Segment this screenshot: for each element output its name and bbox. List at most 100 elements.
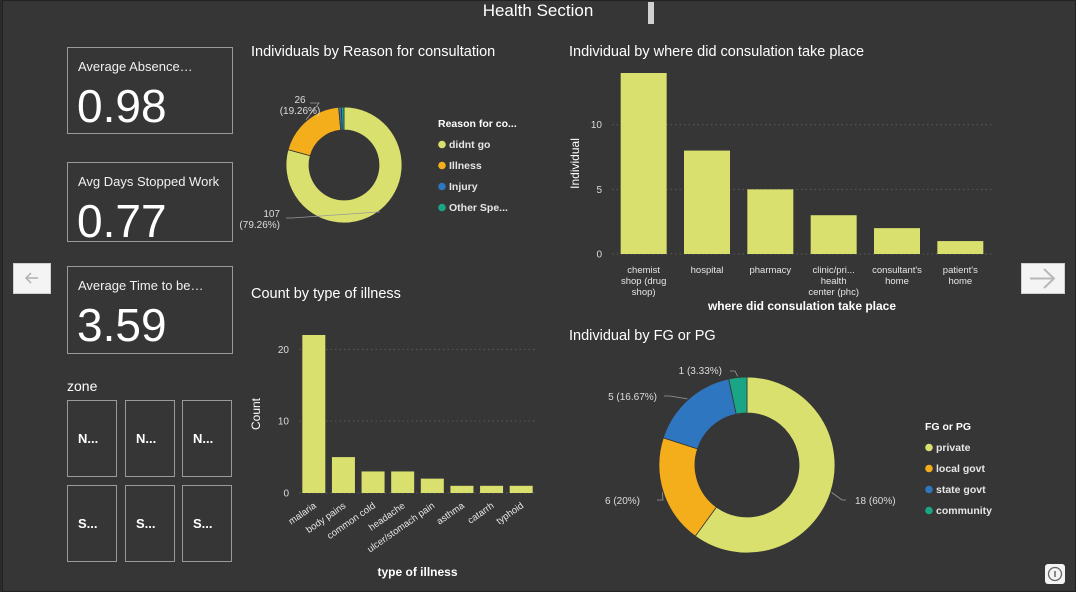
legend-marker: [438, 203, 446, 212]
y-tick-label: 10: [278, 417, 290, 428]
kpi-label: Avg Days Stopped Work: [78, 174, 220, 189]
donut-slice[interactable]: [694, 376, 836, 554]
x-axis-title: where did consulation take place: [707, 299, 896, 313]
kpi-card-avg-days-stopped-work[interactable]: Avg Days Stopped Work 0.77: [67, 162, 233, 242]
kpi-value: 0.77: [77, 195, 167, 242]
label-leader-line: [730, 370, 739, 377]
y-tick-label: 0: [283, 489, 289, 500]
donut-slice[interactable]: [728, 376, 748, 415]
bar[interactable]: [684, 150, 730, 254]
kpi-card-average-time[interactable]: Average Time to be… 3.59: [67, 266, 233, 354]
x-tick-label: patient's: [943, 265, 978, 276]
zone-slicer-title: zone: [67, 378, 98, 394]
donut-slice[interactable]: [285, 106, 403, 224]
reason-chart-title: Individuals by Reason for consultation: [251, 44, 496, 60]
bar[interactable]: [747, 189, 794, 254]
legend-marker: [925, 485, 933, 494]
kpi-label: Average Time to be…: [78, 278, 204, 293]
x-tick-label: center (phc): [808, 287, 859, 298]
x-tick-label: catarrh: [466, 500, 497, 526]
x-tick-label: home: [948, 276, 972, 287]
fgpg-chart-title: Individual by FG or PG: [569, 328, 716, 344]
zone-tile-label: N...: [193, 431, 214, 446]
label-leader-line: [305, 102, 320, 121]
zone-tile[interactable]: S...: [125, 485, 175, 562]
zone-tile-label: N...: [78, 431, 99, 446]
fgpg-donut-chart[interactable]: 18 (60%) 6 (20%) 5 (16.67%) 1 (3.33%) FG or …: [560, 350, 1040, 580]
legend-item: local govt: [936, 463, 986, 475]
illness-chart-title: Count by type of illness: [251, 286, 401, 302]
y-tick-label: 10: [591, 120, 603, 131]
reason-donut-chart[interactable]: 107(79.26%) 26(19.26%) Reason for co... did…: [240, 80, 540, 240]
bar[interactable]: [810, 215, 857, 254]
page-title: Health Section: [482, 1, 594, 20]
bar[interactable]: [331, 457, 355, 493]
x-tick-label: consultant's: [872, 265, 922, 276]
bar[interactable]: [620, 73, 667, 254]
data-label: (79.26%): [240, 220, 280, 231]
bar[interactable]: [420, 478, 444, 493]
bar[interactable]: [302, 335, 326, 493]
bar[interactable]: [361, 471, 385, 493]
x-tick-label: shop (drug: [621, 276, 666, 287]
info-icon: [1047, 566, 1063, 582]
info-button[interactable]: [1045, 564, 1065, 584]
zone-tile-label: S...: [193, 516, 213, 531]
label-leader-line: [286, 211, 380, 219]
label-leader-line: [657, 492, 664, 501]
x-tick-label: pharmacy: [749, 265, 791, 276]
donut-slice[interactable]: [340, 106, 345, 131]
zone-tile-label: N...: [136, 431, 157, 446]
legend-item: Other Spe...: [449, 202, 508, 214]
donut-slice[interactable]: [662, 378, 737, 450]
bar[interactable]: [937, 241, 984, 254]
legend-marker: [438, 182, 446, 191]
bar[interactable]: [874, 228, 920, 254]
zone-tile-label: S...: [136, 516, 156, 531]
bar[interactable]: [450, 485, 474, 493]
zone-tile-label: S...: [78, 516, 98, 531]
zone-tile[interactable]: N...: [67, 400, 117, 477]
text-cursor: [648, 2, 654, 24]
x-tick-label: clinic/pri...: [813, 265, 855, 276]
next-page-button[interactable]: [1021, 263, 1065, 294]
y-axis-title: Individual: [568, 138, 582, 189]
data-label: (19.26%): [280, 106, 321, 117]
x-axis-title: type of illness: [377, 565, 457, 579]
previous-page-button[interactable]: [13, 263, 51, 294]
kpi-value: 3.59: [77, 299, 167, 351]
x-tick-label: shop): [632, 287, 656, 298]
x-tick-label: health: [821, 276, 847, 287]
legend-title: Reason for co...: [438, 118, 517, 130]
zone-tile[interactable]: S...: [182, 485, 232, 562]
x-tick-label: asthma: [435, 500, 467, 527]
arrow-right-icon: [1030, 268, 1056, 289]
kpi-label: Average Absence…: [78, 59, 193, 74]
legend-marker: [925, 506, 933, 515]
x-tick-label: hospital: [691, 265, 724, 276]
legend-item: community: [936, 505, 992, 517]
kpi-card-average-absence[interactable]: Average Absence… 0.98: [67, 47, 233, 134]
y-tick-label: 20: [278, 345, 290, 356]
legend-marker: [438, 140, 446, 149]
x-tick-label: typhoid: [494, 500, 525, 527]
y-tick-label: 5: [596, 185, 602, 196]
bar[interactable]: [391, 471, 415, 493]
legend-marker: [925, 443, 933, 452]
x-tick-label: home: [885, 276, 909, 287]
zone-tile[interactable]: N...: [182, 400, 232, 477]
data-label: 26: [294, 95, 306, 106]
label-leader-line: [831, 492, 846, 501]
zone-tile[interactable]: N...: [125, 400, 175, 477]
legend-marker: [925, 464, 933, 473]
bar[interactable]: [509, 485, 533, 493]
data-label: 5 (16.67%): [608, 392, 657, 403]
legend-marker: [438, 161, 446, 170]
legend-item: state govt: [936, 484, 986, 496]
bar[interactable]: [480, 485, 504, 493]
zone-tile[interactable]: S...: [67, 485, 117, 562]
x-tick-label: chemist: [627, 265, 660, 276]
data-label: 107: [263, 209, 280, 220]
